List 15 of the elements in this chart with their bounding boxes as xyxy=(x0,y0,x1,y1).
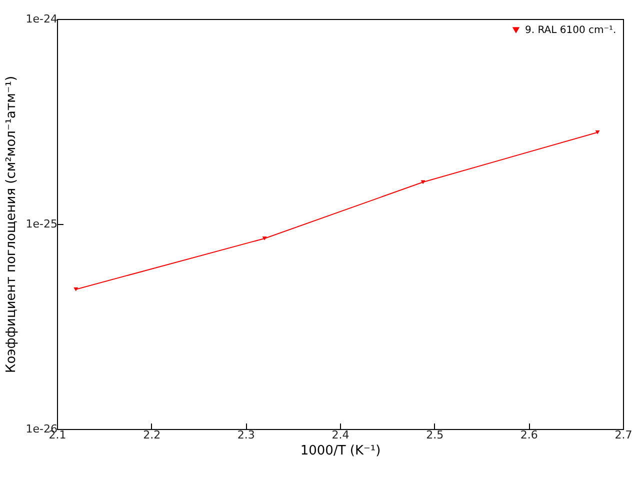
x-tick-label: 2.5 xyxy=(426,428,444,442)
y-axis-title: Коэффициент поглощения (см²мол⁻¹атм⁻¹) xyxy=(4,76,19,374)
point xyxy=(595,130,600,134)
x-tick-label: 2.3 xyxy=(237,428,255,442)
y-tick-label: 1e-25 xyxy=(26,218,58,230)
legend-label: 9. RAL 6100 cm⁻¹. xyxy=(525,25,616,36)
point xyxy=(262,236,267,240)
x-tick-label: 2.2 xyxy=(143,428,161,442)
x-tick-label: 2.4 xyxy=(332,428,350,442)
point xyxy=(74,287,78,292)
y-tick-label: 1e-24 xyxy=(26,12,58,26)
x-axis-title: 1000/T (K⁻¹) xyxy=(300,444,381,458)
point xyxy=(420,180,426,184)
x-tick-label: 2.7 xyxy=(614,428,632,442)
x-tick-label: 2.6 xyxy=(520,428,538,442)
